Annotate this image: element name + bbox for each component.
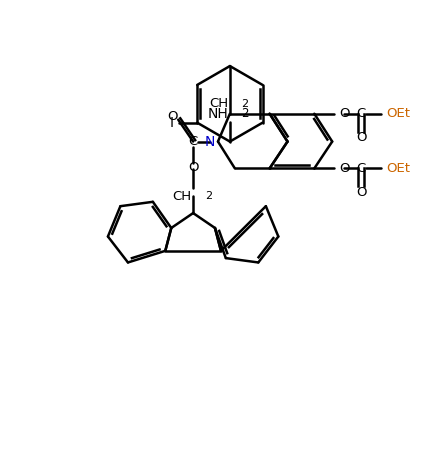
Text: C: C	[357, 162, 366, 175]
Text: O: O	[339, 162, 350, 175]
Text: O: O	[167, 110, 178, 123]
Text: 2: 2	[205, 191, 212, 201]
Text: O: O	[356, 186, 366, 199]
Text: CH: CH	[172, 190, 191, 202]
Text: O: O	[356, 131, 366, 144]
Text: OEt: OEt	[386, 107, 410, 120]
Text: C: C	[189, 135, 198, 148]
Text: O: O	[339, 107, 350, 120]
Text: 2: 2	[241, 99, 248, 109]
Text: NH: NH	[207, 107, 228, 121]
Text: C: C	[357, 107, 366, 120]
Text: CH: CH	[209, 97, 228, 110]
Text: I: I	[169, 115, 173, 130]
Text: N: N	[205, 134, 215, 148]
Text: OEt: OEt	[386, 162, 410, 175]
Text: O: O	[188, 161, 198, 174]
Text: 2: 2	[241, 107, 248, 120]
